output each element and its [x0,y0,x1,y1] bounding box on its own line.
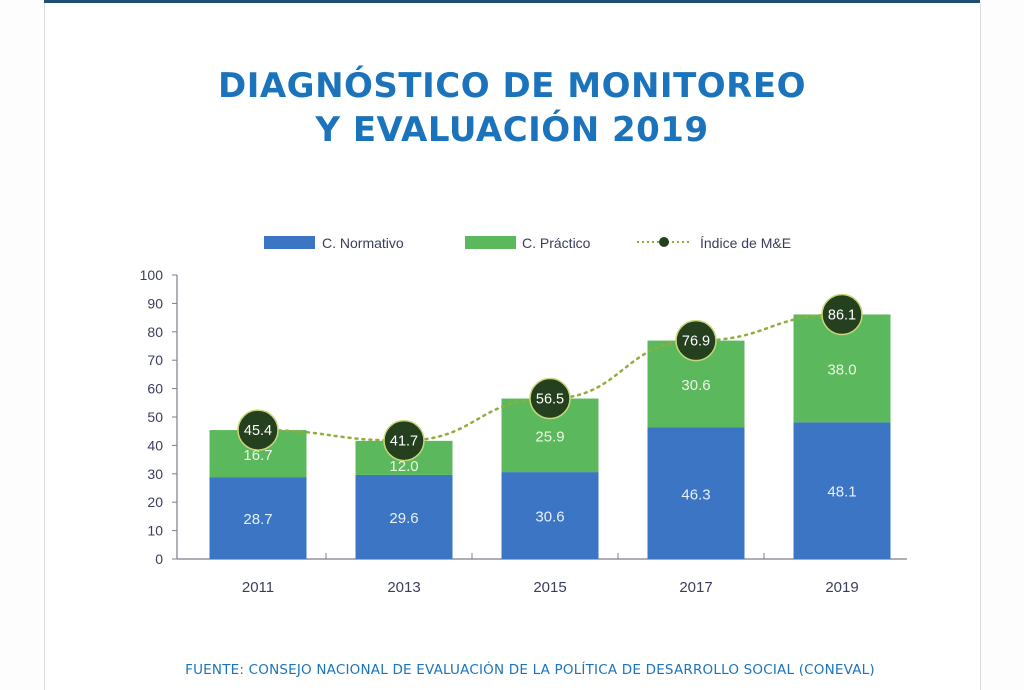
data-label-normativo: 29.6 [389,510,418,527]
data-label-indice: 41.7 [390,434,418,450]
top-border-bar [44,0,980,3]
title-line-2: Y EVALUACIÓN 2019 [315,110,709,150]
x-tick-label: 2011 [242,579,274,596]
y-tick-label: 20 [147,494,163,510]
y-tick-label: 60 [147,381,163,397]
index-marker [821,293,863,336]
chart-bars: 28.7 16.7 29.6 12.0 30.6 25.9 46.3 30.6 48.1 38.0 [209,314,891,559]
x-tick-label: 2017 [679,579,712,596]
y-tick-label: 50 [147,409,163,425]
index-marker [529,377,571,420]
data-label-normativo: 48.1 [827,484,856,501]
y-tick-label: 90 [147,295,163,311]
y-tick-label: 10 [147,523,163,539]
data-label-practico: 16.7 [243,447,272,464]
data-label-indice: 45.4 [244,423,272,439]
title-line-1: DIAGNÓSTICO DE MONITOREO [217,66,806,106]
legend-marker-indice [659,237,669,247]
index-marker [675,319,717,362]
data-label-normativo: 28.7 [243,511,272,528]
legend-label-normativo: C. Normativo [322,235,404,251]
x-tick-label: 2019 [825,579,858,596]
data-label-normativo: 46.3 [681,486,710,503]
x-axis-labels: 2011 2013 2015 2017 2019 [242,579,859,596]
x-tick-label: 2015 [533,579,566,596]
bar-segment-normativo [501,472,599,559]
chart-index-line: 45.4 41.7 56.5 76.9 86.1 [237,293,863,462]
data-label-practico: 12.0 [389,458,418,475]
y-tick-label: 100 [140,267,164,283]
x-tick-label: 2013 [387,579,420,596]
y-tick-label: 80 [147,324,163,340]
index-marker [237,409,279,451]
data-label-practico: 38.0 [827,361,856,378]
y-tick-label: 30 [147,466,163,482]
data-label-indice: 86.1 [828,307,856,323]
bar-segment-normativo [793,422,891,559]
legend-swatch-normativo [264,236,315,249]
data-label-practico: 30.6 [681,377,710,394]
source-note: FUENTE: CONSEJO NACIONAL DE EVALUACIÓN D… [185,662,875,678]
page-title: DIAGNÓSTICO DE MONITOREO Y EVALUACIÓN 20… [0,64,1024,152]
y-tick-label: 40 [147,437,163,453]
bar-segment-normativo [647,427,745,559]
index-marker [383,419,425,462]
data-label-indice: 76.9 [682,334,710,350]
data-label-normativo: 30.6 [535,509,564,526]
chart-legend: C. Normativo C. Práctico Índice de M&E [264,235,791,251]
bar-segment-normativo [209,477,307,559]
y-tick-label: 70 [147,352,163,368]
data-label-practico: 25.9 [535,428,564,445]
bar-segment-normativo [355,474,453,559]
y-tick-label: 0 [155,551,163,567]
legend-label-practico: C. Práctico [522,235,591,251]
legend-swatch-practico [465,236,516,249]
legend-label-indice: Índice de M&E [700,235,791,251]
data-label-indice: 56.5 [536,392,564,408]
